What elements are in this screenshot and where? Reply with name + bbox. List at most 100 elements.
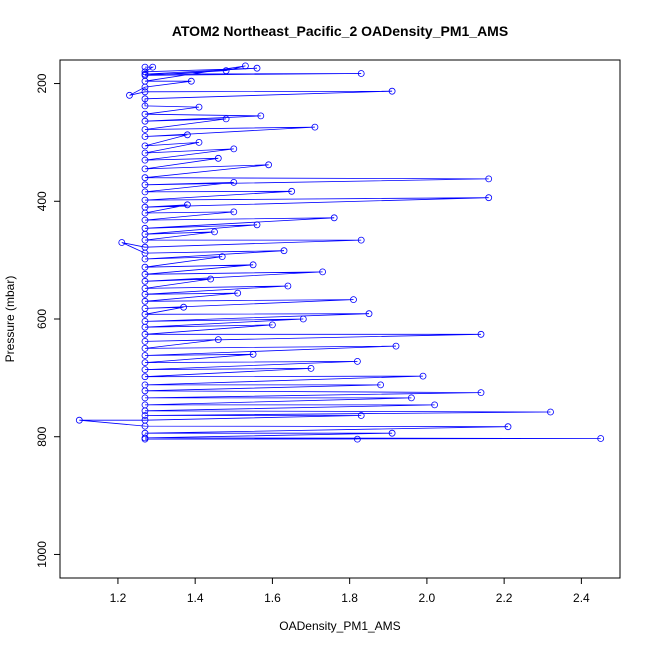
data-point [141, 290, 149, 298]
data-point [253, 64, 261, 72]
data-point [141, 102, 149, 110]
data-point [265, 161, 273, 169]
data-point [485, 194, 493, 202]
data-point [141, 359, 149, 367]
data-point [141, 277, 149, 285]
x-tick-label: 1.4 [187, 591, 204, 605]
data-point [141, 422, 149, 430]
data-point [141, 209, 149, 217]
y-axis-label: Pressure (mbar) [3, 276, 17, 363]
data-point [141, 373, 149, 381]
data-point [307, 364, 315, 372]
data-point [141, 165, 149, 173]
data-point [141, 387, 149, 395]
data-point [357, 412, 365, 419]
x-tick-label: 2.2 [496, 591, 513, 605]
data-point [75, 416, 83, 424]
data-point [288, 187, 296, 195]
data-point [141, 297, 149, 305]
series-layer [75, 62, 605, 443]
data-point [241, 62, 249, 70]
data-point [141, 133, 149, 140]
data-point [183, 131, 191, 139]
x-tick-label: 1.2 [110, 591, 127, 605]
data-point [222, 67, 230, 74]
x-tick-label: 2.4 [573, 591, 590, 605]
data-point [195, 138, 203, 146]
y-axis: 200 400 600 800 1000 [35, 73, 60, 568]
data-point [141, 366, 149, 374]
data-point [350, 296, 357, 304]
data-point [141, 344, 149, 352]
data-point [141, 196, 149, 204]
data-point [141, 323, 149, 331]
data-point [431, 401, 439, 409]
data-point [280, 247, 288, 255]
data-point [392, 342, 400, 350]
series-line [79, 65, 601, 440]
data-point [211, 228, 218, 236]
data-point [141, 110, 149, 118]
data-point [118, 239, 126, 246]
data-point [377, 381, 385, 389]
data-point [141, 142, 149, 150]
data-point [253, 221, 261, 229]
data-point [141, 337, 149, 345]
x-tick-label: 1.8 [341, 591, 358, 605]
data-point [187, 77, 195, 85]
data-point [257, 112, 265, 120]
data-point [141, 117, 149, 125]
data-point [299, 315, 307, 323]
data-point [141, 270, 149, 278]
data-point [141, 435, 149, 443]
data-point [141, 216, 149, 224]
x-tick-label: 2.0 [419, 591, 436, 605]
data-point [218, 253, 226, 261]
data-point [477, 389, 485, 397]
y-tick-label: 200 [35, 73, 49, 93]
data-point [284, 282, 292, 290]
data-point [222, 115, 230, 123]
data-point [214, 154, 222, 162]
data-point [141, 174, 149, 182]
data-point [407, 394, 415, 402]
x-tick-label: 1.6 [264, 591, 281, 605]
x-axis: 1.2 1.4 1.6 1.8 2.0 2.2 2.4 [110, 578, 590, 605]
data-point [357, 70, 365, 77]
chart-title: ATOM2 Northeast_Pacific_2 OADensity_PM1_… [172, 23, 508, 39]
plot-area [75, 62, 605, 443]
data-point [149, 63, 157, 71]
data-point [141, 88, 149, 96]
data-point [141, 149, 149, 157]
data-point [141, 352, 149, 359]
data-point [504, 423, 512, 431]
data-point [249, 261, 257, 269]
data-point [180, 303, 188, 311]
data-point [141, 255, 149, 263]
data-point [141, 68, 149, 76]
data-point [388, 87, 396, 95]
data-point [319, 268, 327, 276]
data-point [141, 407, 149, 415]
data-point [141, 95, 149, 103]
data-point [234, 289, 242, 297]
data-point [207, 275, 215, 283]
data-point [388, 429, 396, 437]
data-point [214, 336, 222, 344]
data-point [141, 181, 149, 189]
data-point [126, 91, 133, 99]
y-tick-label: 600 [35, 309, 49, 329]
y-tick-label: 800 [35, 426, 49, 446]
data-point [141, 263, 149, 271]
y-tick-label: 1000 [35, 541, 49, 568]
data-point [141, 394, 149, 402]
data-point [141, 188, 149, 196]
data-point [141, 83, 149, 91]
data-point [477, 330, 485, 338]
x-axis-label: OADensity_PM1_AMS [279, 619, 400, 633]
data-point [141, 310, 149, 318]
data-point [141, 156, 149, 164]
data-point [141, 126, 149, 133]
data-point [230, 178, 238, 186]
